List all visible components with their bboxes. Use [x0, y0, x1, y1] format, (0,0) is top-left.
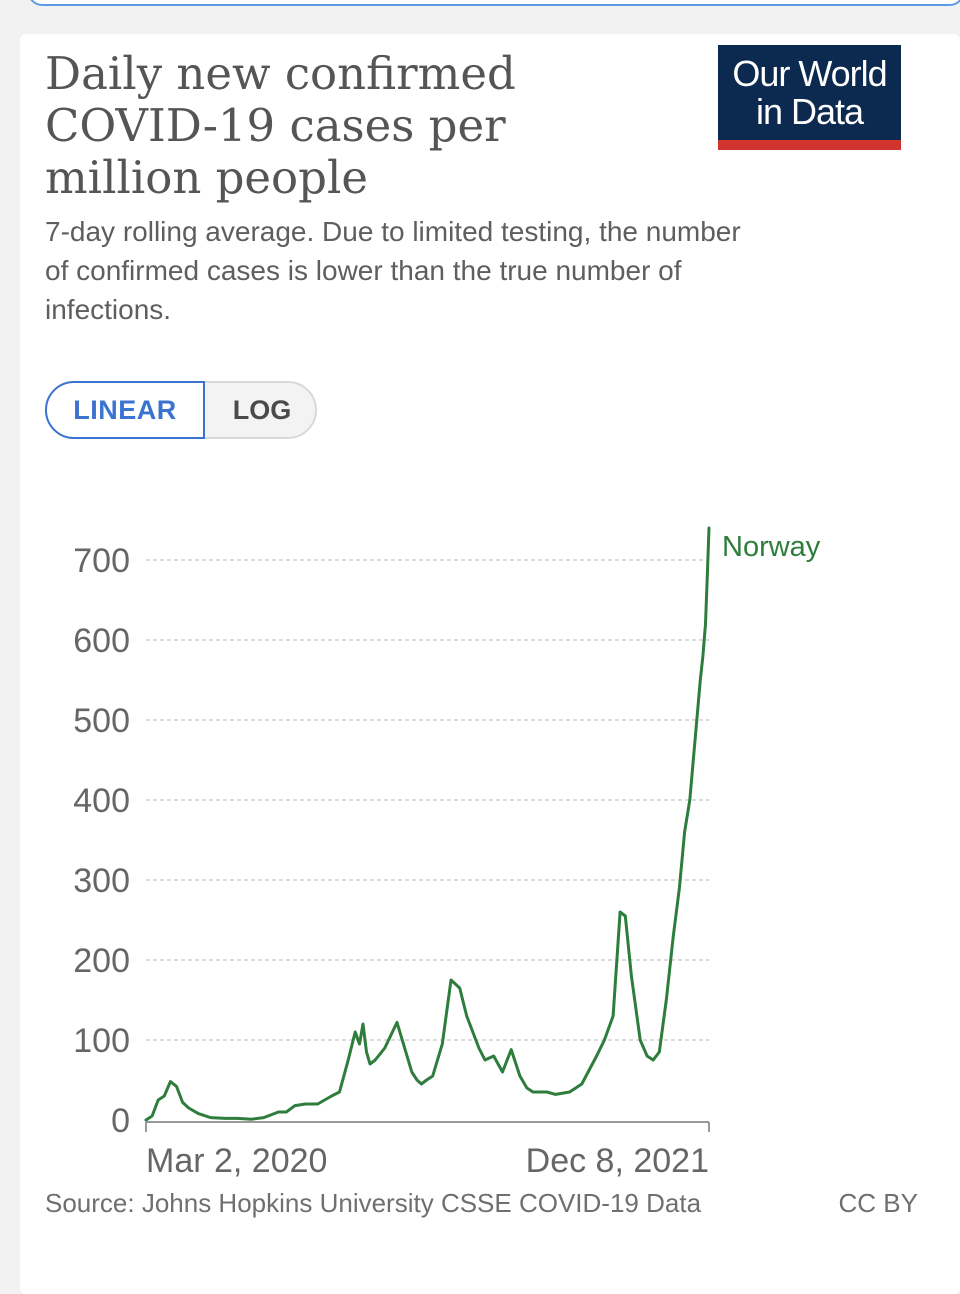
y-tick-label-600: 600: [73, 622, 130, 660]
series-line-norway[interactable]: [144, 526, 711, 1122]
y-tick-label-100: 100: [73, 1022, 130, 1060]
y-axis-ticks: 0 100 200 300 400 500 600 700: [73, 542, 130, 1140]
scale-toggle: LINEAR LOG: [45, 381, 317, 439]
y-tick-label-200: 200: [73, 942, 130, 980]
x-tick-label-0: Mar 2, 2020: [146, 1142, 327, 1180]
y-tick-label-300: 300: [73, 862, 130, 900]
series-group: Norway: [144, 526, 821, 1122]
x-tick-label-1: Dec 8, 2021: [526, 1142, 709, 1180]
x-axis: Mar 2, 2020 Dec 8, 2021: [145, 1121, 710, 1180]
logo-accent-bar: [718, 140, 901, 150]
linear-scale-button[interactable]: LINEAR: [45, 381, 205, 439]
series-label-norway[interactable]: Norway: [722, 531, 821, 563]
chart-subtitle: 7-day rolling average. Due to limited te…: [45, 216, 741, 325]
chart-card: [20, 34, 960, 1294]
y-tick-label-0: 0: [111, 1102, 130, 1140]
log-scale-button[interactable]: LOG: [232, 394, 292, 425]
y-tick-label-400: 400: [73, 782, 130, 820]
grid-lines: [146, 559, 709, 1041]
logo-line-1: Our World: [732, 53, 887, 94]
owid-logo[interactable]: Our World in Data: [718, 45, 901, 150]
source-note[interactable]: Source: Johns Hopkins University CSSE CO…: [45, 1188, 702, 1218]
logo-line-2: in Data: [755, 91, 864, 132]
y-tick-label-500: 500: [73, 702, 130, 740]
chart-title: Daily new confirmed COVID-19 cases per m…: [45, 47, 516, 204]
y-tick-label-700: 700: [73, 542, 130, 580]
license-link[interactable]: CC BY: [838, 1188, 918, 1218]
